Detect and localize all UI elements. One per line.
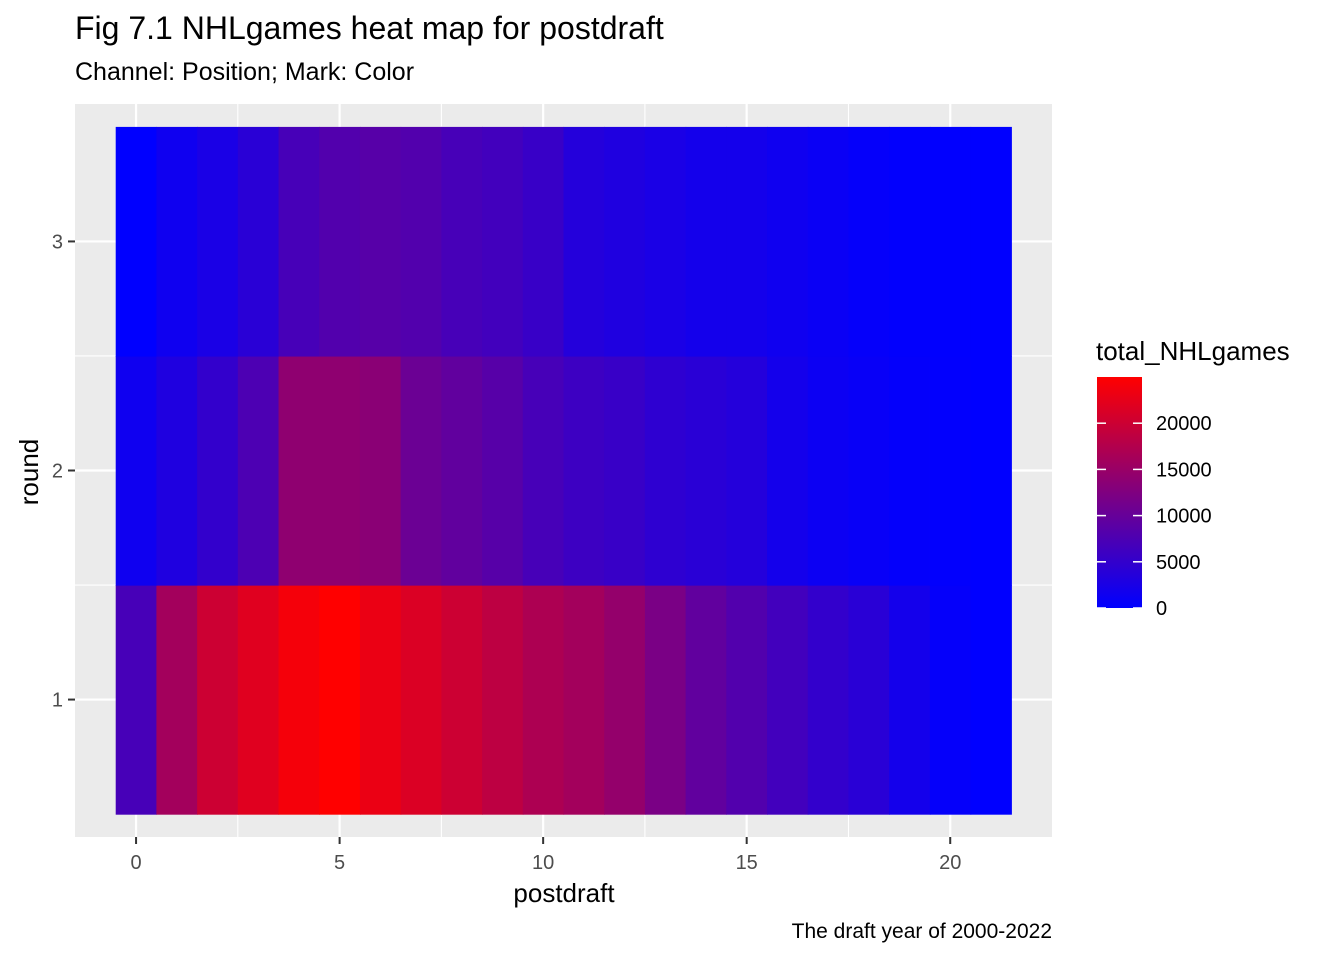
heatmap-tile (726, 355, 768, 586)
heatmap-tile (644, 355, 687, 586)
heatmap-tile (848, 355, 890, 586)
y-tick-label: 3 (52, 231, 63, 253)
heatmap-tile (807, 126, 850, 357)
legend-colorbar (1097, 377, 1142, 608)
heatmap-tile (726, 585, 768, 815)
heatmap-tile (644, 126, 687, 357)
heatmap-tile (644, 585, 687, 815)
heatmap-tile (929, 355, 972, 586)
y-axis-title: round (14, 439, 44, 506)
heatmap-tile (889, 355, 931, 586)
chart-title: Fig 7.1 NHLgames heat map for postdraft (75, 10, 664, 46)
heatmap-tile (767, 355, 809, 586)
heatmap-tile (726, 126, 768, 357)
chart-subtitle: Channel: Position; Mark: Color (75, 58, 415, 86)
heatmap-tile (685, 585, 727, 815)
x-tick-label: 10 (532, 852, 554, 874)
heatmap-tile (278, 585, 320, 815)
heatmap-tile (482, 126, 524, 357)
heatmap-tile (115, 355, 158, 586)
legend-label: 20000 (1156, 413, 1212, 435)
y-tick-label: 2 (52, 461, 63, 483)
heatmap-tile (807, 585, 850, 815)
axis-layer: 0 5 10 15 20 1 2 3 (52, 231, 961, 874)
heatmap-tile (359, 126, 402, 357)
heatmap-tile (807, 355, 850, 586)
heatmap-tile (237, 585, 280, 815)
chart-caption: The draft year of 2000-2022 (791, 920, 1052, 943)
heatmap-tile (359, 585, 402, 815)
heatmap-tile (359, 355, 402, 586)
heatmap-tile (441, 126, 483, 357)
heatmap-tile (848, 126, 890, 357)
heatmap-tile (929, 585, 972, 815)
heatmap-tile (522, 126, 565, 357)
heatmap-tile (319, 126, 361, 357)
heatmap-tile (563, 126, 605, 357)
heatmap-tile (929, 126, 972, 357)
heatmap-tile (685, 126, 727, 357)
heatmap-tile (522, 355, 565, 586)
heatmap-tile (563, 585, 605, 815)
legend-label: 5000 (1156, 552, 1201, 574)
heatmap-tile (156, 585, 198, 815)
heatmap-tile (767, 585, 809, 815)
heatmap-tile (197, 355, 239, 586)
heatmap-tile (482, 585, 524, 815)
heatmap-tile (400, 355, 442, 586)
heatmap-tile (278, 126, 320, 357)
heatmap-tile (482, 355, 524, 586)
legend-label: 15000 (1156, 459, 1212, 481)
heatmap-tile (197, 126, 239, 357)
legend-title: total_NHLgames (1096, 336, 1290, 366)
heatmap-tile (889, 126, 931, 357)
x-axis-title: postdraft (513, 878, 615, 908)
legend-label: 10000 (1156, 506, 1212, 528)
heatmap-tile (848, 585, 890, 815)
heatmap-tile (400, 126, 442, 357)
heatmap-tile (522, 585, 565, 815)
heatmap-tile (156, 355, 198, 586)
y-tick-label: 1 (52, 690, 63, 712)
heatmap-tile (156, 126, 198, 357)
x-tick-label: 15 (736, 852, 758, 874)
heatmap-tile (970, 585, 1012, 815)
x-tick-label: 20 (939, 852, 961, 874)
heatmap-tile (237, 355, 280, 586)
heatmap-tile (400, 585, 442, 815)
heatmap-tile (563, 355, 605, 586)
heatmap-tile (278, 355, 320, 586)
heatmap-tile (604, 126, 646, 357)
heatmap-tile (319, 585, 361, 815)
heatmap-tile (115, 585, 158, 815)
tiles-layer (115, 126, 1012, 815)
heatmap-tile (889, 585, 931, 815)
heatmap-tile (604, 585, 646, 815)
x-tick-label: 0 (131, 852, 142, 874)
heatmap-tile (604, 355, 646, 586)
heatmap-tile (441, 355, 483, 586)
heatmap-tile (970, 355, 1012, 586)
heatmap-tile (767, 126, 809, 357)
heatmap-tile (685, 355, 727, 586)
heatmap-tile (237, 126, 280, 357)
heatmap-tile (115, 126, 158, 357)
heatmap-tile (441, 585, 483, 815)
x-tick-label: 5 (334, 852, 345, 874)
legend: total_NHLgames 0 5000 10000 15000 20000 (1096, 336, 1290, 620)
legend-label: 0 (1156, 598, 1167, 620)
heatmap-tile (970, 126, 1012, 357)
heatmap-tile (197, 585, 239, 815)
heatmap-tile (319, 355, 361, 586)
